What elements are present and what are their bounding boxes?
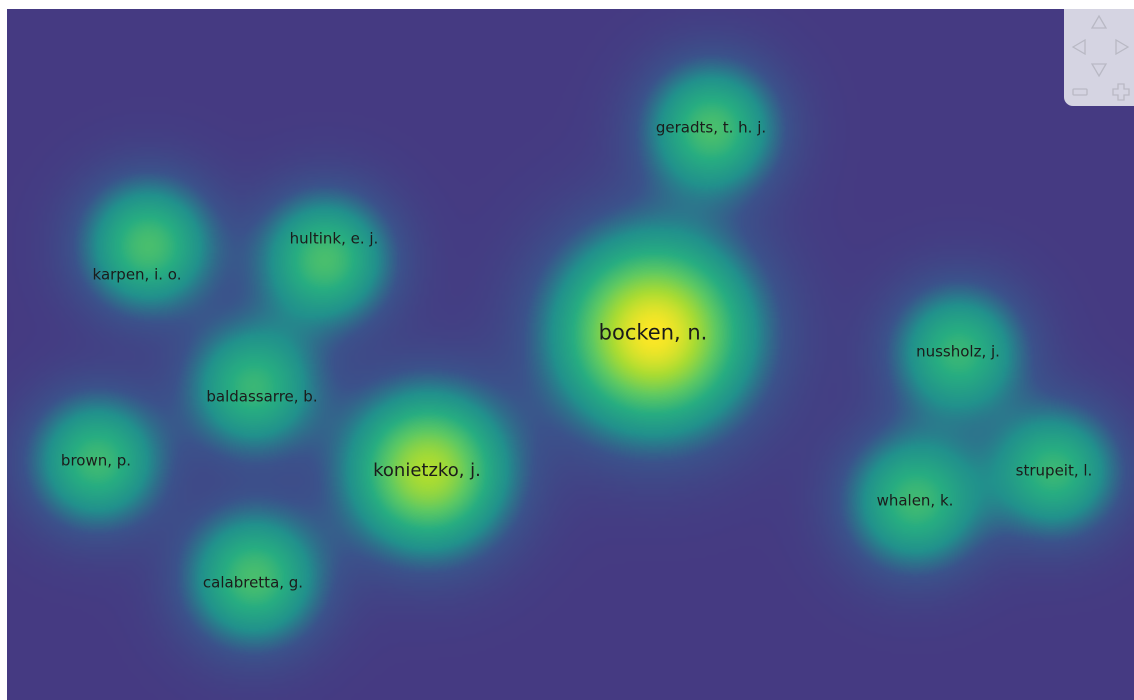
- pan-down-icon[interactable]: [1088, 58, 1110, 80]
- zoom-out-icon[interactable]: [1069, 81, 1091, 103]
- zoom-in-icon[interactable]: [1110, 81, 1132, 103]
- node-label-calabretta[interactable]: calabretta, g.: [202, 573, 304, 592]
- pan-left-icon[interactable]: [1069, 36, 1091, 58]
- density-heatmap[interactable]: [7, 9, 1134, 700]
- node-label-baldassarre[interactable]: baldassarre, b.: [206, 387, 318, 406]
- pan-up-icon[interactable]: [1088, 12, 1110, 34]
- node-label-brown[interactable]: brown, p.: [60, 451, 132, 470]
- navigation-panel: [1064, 9, 1134, 106]
- pan-right-icon[interactable]: [1110, 36, 1132, 58]
- node-label-strupeit[interactable]: strupeit, l.: [1015, 461, 1093, 480]
- node-label-geradts[interactable]: geradts, t. h. j.: [655, 118, 767, 137]
- node-label-bocken[interactable]: bocken, n.: [598, 320, 708, 345]
- node-label-konietzko[interactable]: konietzko, j.: [373, 460, 481, 481]
- node-label-whalen[interactable]: whalen, k.: [876, 491, 954, 510]
- density-map[interactable]: bocken, n. konietzko, j. geradts, t. h. …: [7, 9, 1134, 700]
- node-label-hultink[interactable]: hultink, e. j.: [289, 229, 379, 248]
- node-label-nussholz[interactable]: nussholz, j.: [916, 342, 1000, 361]
- node-label-karpen[interactable]: karpen, i. o.: [92, 265, 182, 284]
